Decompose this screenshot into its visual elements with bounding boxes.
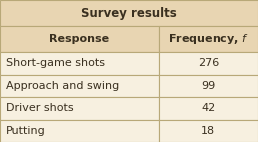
Bar [0, 75, 159, 97]
Text: 276: 276 [198, 58, 219, 68]
Bar [0, 26, 159, 52]
Bar [0, 97, 159, 120]
Text: Short-game shots: Short-game shots [6, 58, 105, 68]
Bar [159, 26, 258, 52]
Text: 99: 99 [201, 81, 215, 91]
Text: Response: Response [49, 34, 109, 44]
Text: Putting: Putting [6, 126, 46, 136]
Bar [159, 52, 258, 75]
Text: Frequency, $f$: Frequency, $f$ [168, 32, 249, 46]
Bar [159, 97, 258, 120]
Bar [159, 75, 258, 97]
Text: 18: 18 [201, 126, 215, 136]
Bar [0, 0, 258, 26]
Bar [0, 120, 159, 142]
Text: Driver shots: Driver shots [6, 103, 74, 113]
Text: Survey results: Survey results [81, 7, 177, 19]
Text: 42: 42 [201, 103, 215, 113]
Text: Approach and swing: Approach and swing [6, 81, 119, 91]
Bar [159, 120, 258, 142]
Bar [0, 52, 159, 75]
